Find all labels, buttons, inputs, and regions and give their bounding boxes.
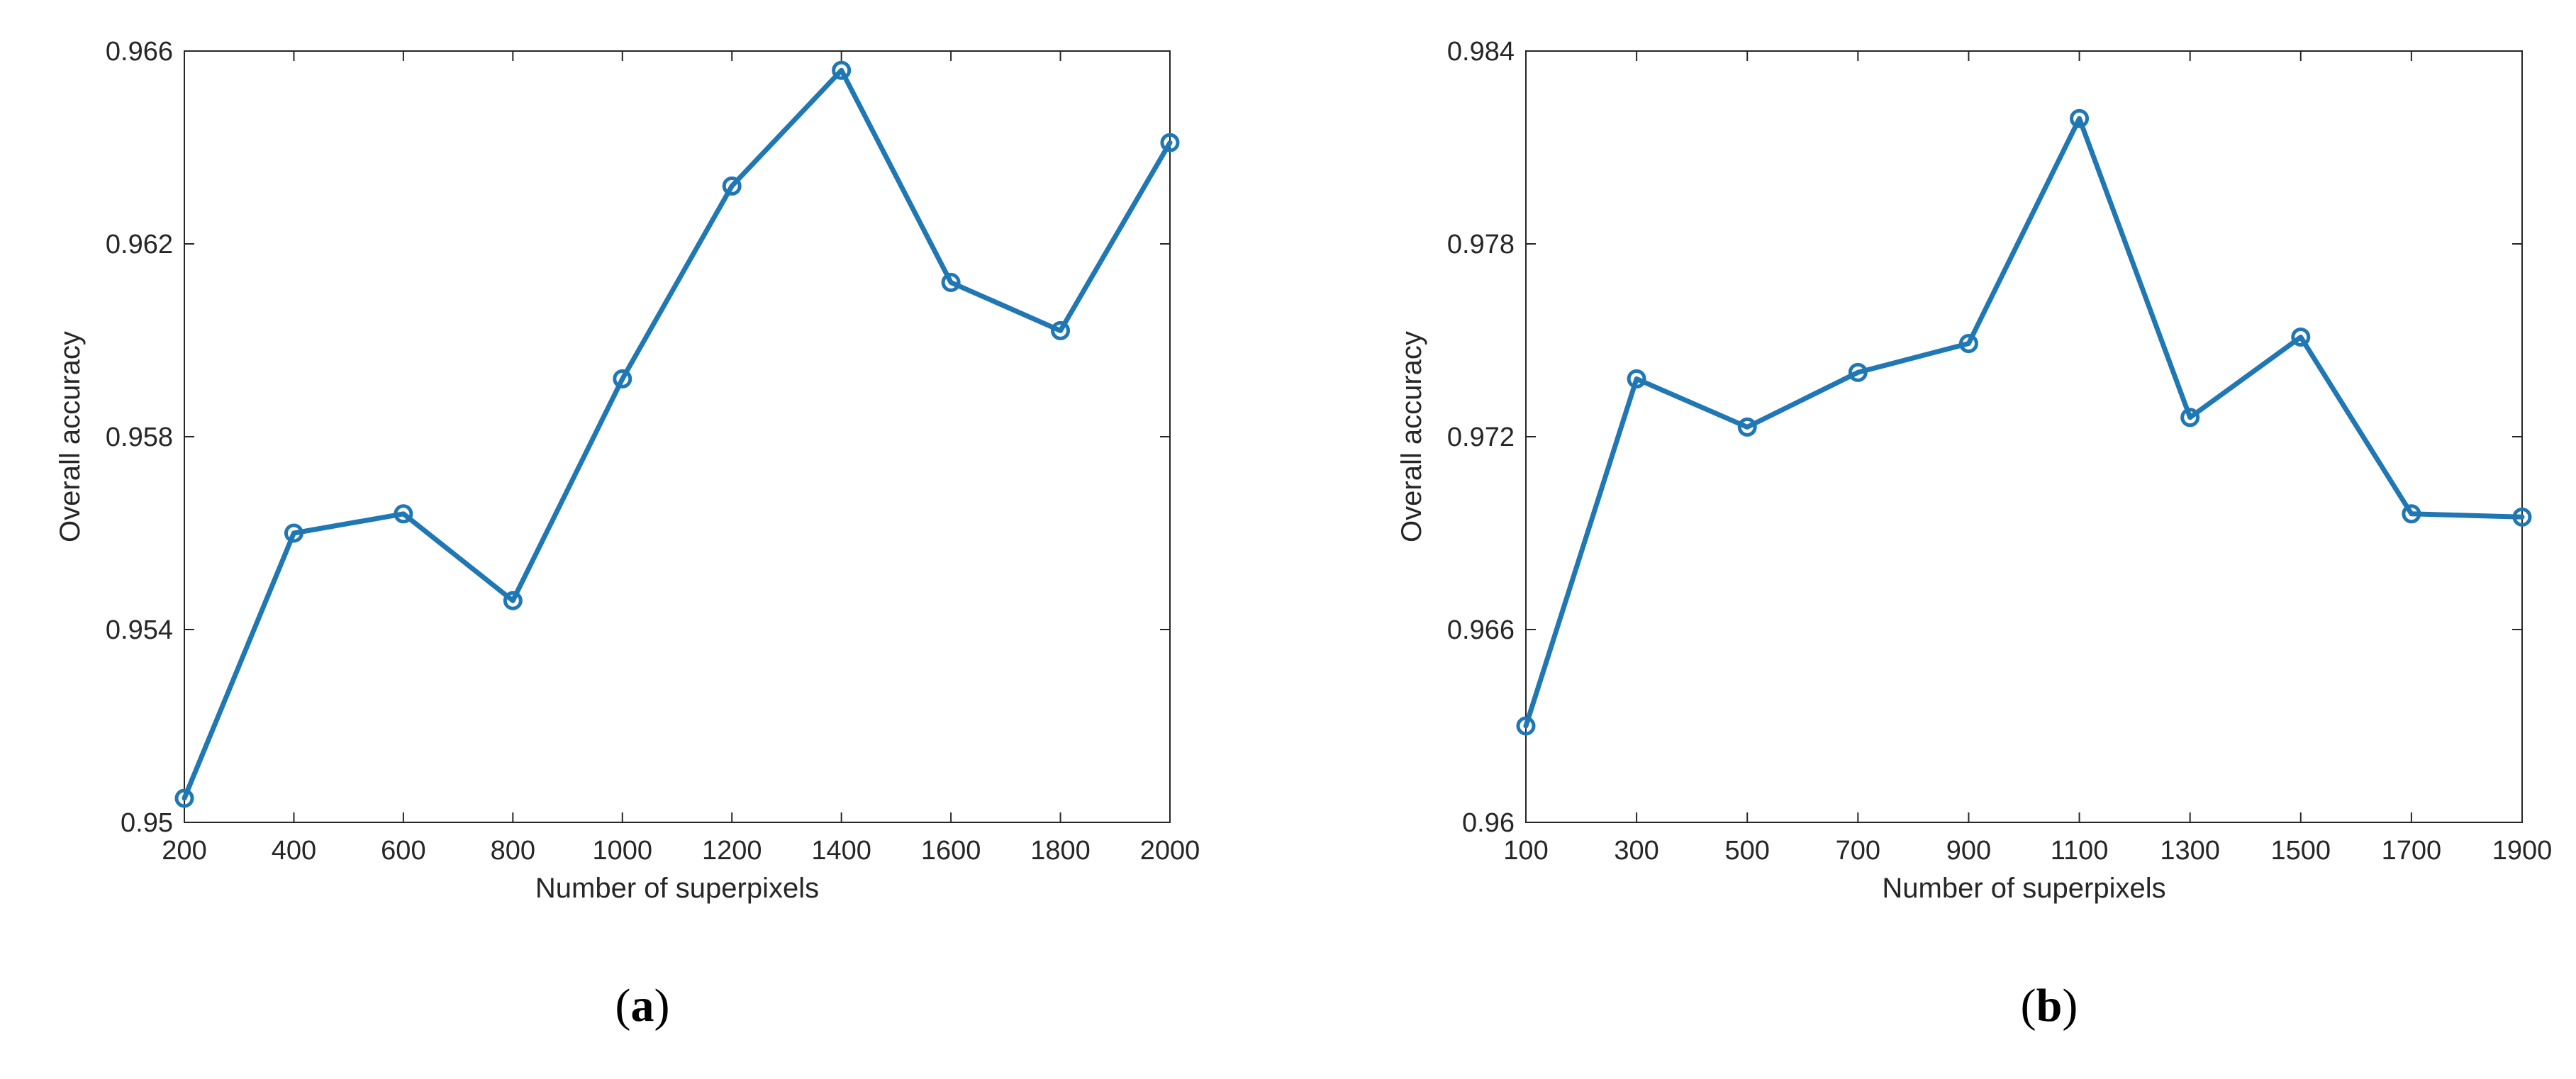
x-tick-label: 1800 (1030, 836, 1091, 866)
x-tick-label: 500 (1725, 836, 1770, 866)
data-point (2402, 504, 2421, 524)
data-point (722, 176, 742, 196)
x-tick-label: 1200 (702, 836, 762, 866)
data-point (394, 504, 413, 524)
y-tick-label: 0.984 (1447, 37, 1515, 67)
panel-label-close: ) (2062, 980, 2078, 1032)
x-tick-label: 1400 (811, 836, 871, 866)
panel-label: (a) (615, 980, 670, 1032)
x-tick-label: 1500 (2271, 836, 2331, 866)
data-point (1051, 320, 1071, 340)
panel-label: (b) (2021, 980, 2078, 1032)
x-tick-label: 1100 (2051, 836, 2109, 866)
y-tick-label: 0.966 (1447, 615, 1515, 645)
y-tick-label: 0.954 (106, 615, 173, 645)
x-tick-label: 900 (1946, 836, 1991, 866)
x-tick-label: 100 (1503, 836, 1548, 866)
series-line (182, 67, 1173, 801)
data-point (2070, 108, 2090, 128)
x-tick-label: 1300 (2160, 836, 2220, 866)
y-axis-label: Overall accuracy (1396, 331, 1427, 542)
data-point (1160, 133, 1180, 152)
y-tick-label: 0.958 (106, 423, 173, 452)
data-point (1737, 417, 1757, 437)
data-point (503, 591, 523, 610)
data-point (284, 523, 303, 543)
data-point (174, 788, 194, 808)
panel-label-close: ) (654, 980, 670, 1032)
panel-label-letter: a (631, 980, 654, 1032)
x-tick-label: 1900 (2492, 836, 2553, 866)
series-line (1523, 116, 2525, 729)
data-point (613, 369, 632, 388)
data-point (1958, 334, 1978, 354)
x-tick-label: 400 (272, 836, 316, 866)
data-point (1848, 362, 1868, 382)
panel-label-open: ( (2021, 980, 2036, 1032)
data-point (1627, 369, 1646, 388)
plot-frame (1525, 50, 2523, 823)
data-point (941, 272, 961, 292)
y-tick-label: 0.978 (1447, 230, 1515, 259)
x-axis-label: Number of superpixels (535, 873, 819, 904)
y-tick-label: 0.966 (106, 37, 173, 67)
data-point (2291, 327, 2311, 347)
panel-a: 200 400 600 800 1000 1200 1400 1600 1800 2000 0.95… (55, 37, 1200, 1032)
x-tick-label: 2000 (1140, 836, 1200, 866)
x-tick-label: 300 (1614, 836, 1658, 866)
x-tick-label: 800 (491, 836, 535, 866)
panel-label-letter: b (2036, 980, 2063, 1032)
panel-label-open: ( (615, 980, 631, 1032)
x-tick-label: 700 (1836, 836, 1880, 866)
y-axis-label: Overall accuracy (55, 331, 86, 542)
plot-frame (184, 50, 1171, 823)
data-point (2180, 408, 2200, 427)
y-tick-label: 0.962 (106, 230, 173, 259)
x-tick-label: 200 (162, 836, 206, 866)
x-axis-label: Number of superpixels (1882, 873, 2165, 904)
x-tick-label: 600 (381, 836, 425, 866)
y-tick-label: 0.96 (1462, 808, 1515, 838)
y-tick-label: 0.972 (1447, 423, 1515, 452)
x-tick-label: 1700 (2382, 836, 2442, 866)
x-tick-label: 1600 (921, 836, 981, 866)
data-point (2512, 507, 2532, 527)
x-tick-label: 1000 (593, 836, 653, 866)
data-point (1516, 716, 1536, 736)
y-tick-label: 0.95 (121, 808, 173, 838)
panel-b: 100 300 500 700 900 1100 1300 1500 1700 1900 0.96 0… (1396, 37, 2552, 1032)
data-point (832, 60, 852, 80)
